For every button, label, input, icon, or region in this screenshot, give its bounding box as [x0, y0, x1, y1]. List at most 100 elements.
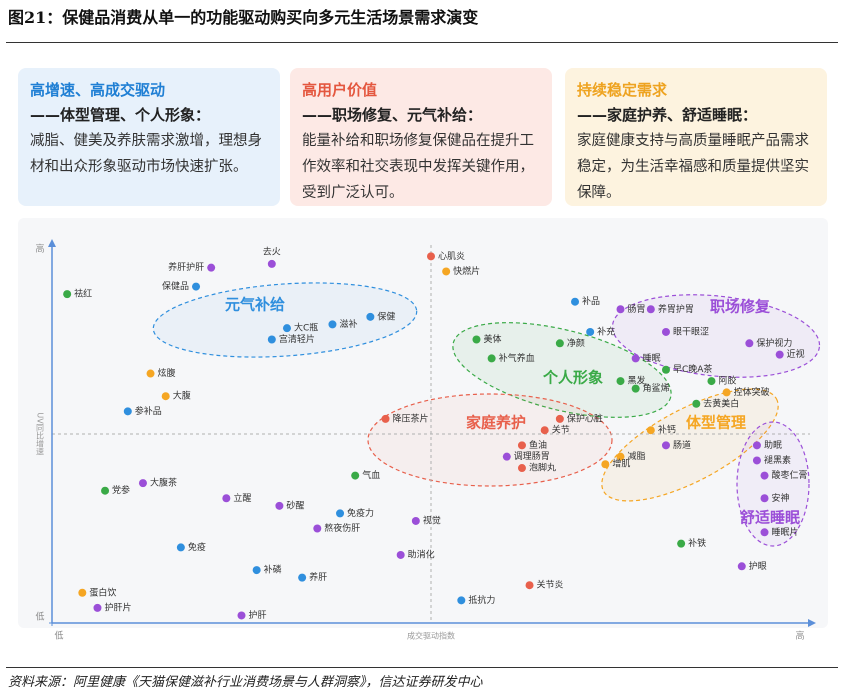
point-label: 护眼: [749, 560, 767, 572]
point-label: 砂醒: [286, 499, 304, 511]
point: [207, 263, 216, 272]
group-label: 个人形象: [542, 369, 603, 387]
point-label: 炫腹: [158, 367, 176, 379]
point: [540, 426, 549, 435]
point: [661, 327, 670, 336]
point: [93, 603, 102, 612]
point: [351, 471, 360, 480]
point-label: 立醒: [233, 492, 251, 504]
point: [472, 335, 481, 344]
point-label: 阿胶: [718, 375, 736, 387]
point-label: 保护视力: [756, 337, 792, 349]
x-tick-label: 高: [795, 630, 804, 642]
point-label: 熬夜伤肝: [324, 522, 360, 534]
point-label: 补品: [582, 295, 600, 307]
group-label: 舒适睡眠: [740, 509, 800, 527]
point: [692, 399, 701, 408]
point: [661, 365, 670, 374]
point-label: 角鲨烯: [643, 382, 670, 394]
point-label: 控体突破: [734, 386, 770, 398]
point-label: 助眠: [764, 439, 782, 451]
point: [336, 509, 345, 518]
point: [752, 456, 761, 465]
point: [192, 282, 201, 291]
point-label: 补气养血: [499, 352, 535, 364]
bottom-rule: [6, 667, 838, 668]
group-outline: [611, 294, 821, 378]
group-label: 元气补给: [225, 296, 285, 314]
point: [586, 327, 595, 336]
y-axis-title: UV同比增速: [36, 412, 45, 456]
point: [313, 524, 322, 533]
point-label: 补磷: [264, 564, 282, 576]
point: [646, 305, 655, 314]
point-label: 安神: [772, 492, 790, 504]
point: [457, 596, 466, 605]
point: [525, 581, 534, 590]
point-label: 黑发: [628, 375, 646, 387]
point: [616, 377, 625, 386]
point: [631, 354, 640, 363]
point: [275, 501, 284, 510]
point: [745, 339, 754, 348]
point-label: 褪黑素: [764, 454, 791, 466]
card-title: 持续稳定需求: [577, 81, 668, 99]
point: [775, 350, 784, 359]
point: [517, 441, 526, 450]
point: [442, 267, 451, 276]
point-label: 大C瓶: [294, 322, 318, 334]
x-axis-title: 成交驱动指数: [407, 631, 455, 641]
point-label: 减脂: [628, 450, 646, 462]
point-label: 早C晚A茶: [673, 363, 712, 375]
point-label: 眼干眼涩: [673, 326, 709, 337]
point-label: 护肝片: [104, 601, 131, 613]
point: [222, 494, 231, 503]
top-rule: [6, 42, 838, 43]
group-label: 体型管理: [686, 414, 746, 432]
point-label: 参补品: [135, 405, 162, 417]
point: [252, 566, 261, 575]
group-label: 家庭养护: [466, 414, 526, 432]
point-label: 免疫: [188, 541, 206, 553]
point: [161, 392, 170, 401]
chart-panel: [18, 218, 828, 628]
y-tick-label: 低: [35, 611, 44, 623]
card: 高增速、高成交驱动 ——体型管理、个人形象： 减脂、健美及养肤需求激增，理想身材…: [18, 68, 280, 206]
point-label: 美体: [483, 333, 501, 345]
point-label: 肠道: [673, 439, 691, 451]
group-outline: [601, 388, 779, 502]
point-label: 肠胃: [628, 304, 646, 315]
point: [737, 562, 746, 571]
point: [366, 312, 375, 321]
point-label: 补铁: [688, 537, 706, 549]
group-label: 职场修复: [710, 298, 771, 316]
point: [237, 611, 246, 620]
point-label: 保健品: [162, 280, 189, 292]
point: [267, 335, 276, 344]
point: [646, 426, 655, 435]
point-label: 鱼油: [529, 439, 547, 451]
point-label: 保健: [377, 310, 395, 322]
point-label: 睡眠: [643, 352, 661, 364]
point-label: 养肝护肝: [168, 261, 204, 273]
point: [722, 388, 731, 397]
group-outline: [452, 322, 672, 418]
group-outline: [736, 421, 810, 547]
point: [631, 384, 640, 393]
card-subtitle: ——体型管理、个人形象：: [30, 106, 211, 124]
point: [63, 290, 72, 299]
point: [267, 259, 276, 268]
card: 持续稳定需求 ——家庭护养、舒适睡眠： 家庭健康支持与高质量睡眠产品需求稳定，为…: [565, 68, 827, 206]
point-label: 酸枣仁膏: [772, 469, 808, 481]
point-label: 大腹茶: [150, 477, 177, 489]
point: [101, 486, 110, 495]
point-label: 补充: [597, 325, 615, 337]
point-label: 近视: [787, 348, 805, 360]
point: [138, 479, 147, 488]
point-label: 快燃片: [453, 265, 480, 277]
point: [381, 414, 390, 423]
point-label: 抵抗力: [468, 594, 495, 606]
point: [601, 460, 610, 469]
card-title: 高增速、高成交驱动: [30, 81, 166, 99]
